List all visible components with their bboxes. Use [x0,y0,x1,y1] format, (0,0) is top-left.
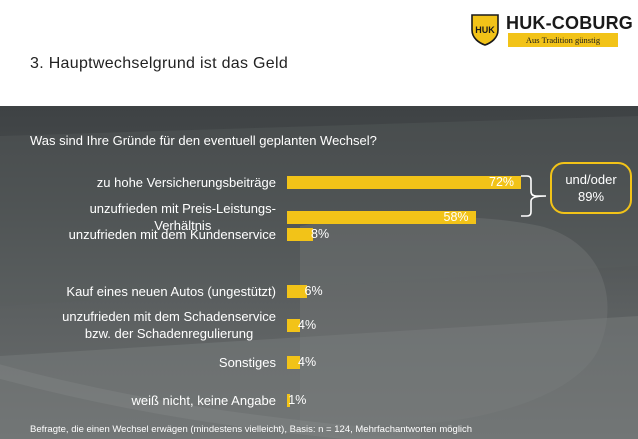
category-label-line: unzufrieden mit dem Kundenservice [68,226,276,242]
category-label: zu hohe Versicherungsbeiträge [97,174,276,191]
category-label-line: Sonstiges [218,354,276,370]
category-label: Kauf eines neuen Autos (ungestützt) [66,283,276,300]
brand-tagline: Aus Tradition günstig [508,33,618,47]
category-label: unzufrieden mit dem Schadenservice bzw. d… [62,308,276,342]
slide-header: 3. Hauptwechselgrund ist das Geld HUK HU… [0,0,638,106]
group-bracket [521,175,547,217]
brand-logo: HUK HUK-COBURG Aus Tradition günstig [470,10,633,50]
category-label-line: unzufrieden mit dem Schadenservice [62,309,276,324]
category-label: unzufrieden mit dem Kundenservice [69,226,276,243]
shield-logo-icon: HUK [471,14,499,46]
category-label: Sonstiges [219,354,276,371]
category-label-line: bzw. der Schadenregulierung [84,326,254,341]
category-label-line: Kauf eines neuen Autos (ungestützt) [66,283,276,299]
annotation-line-1: und/oder [565,172,617,187]
bar [287,210,476,224]
bar [287,175,521,189]
footnote: Befragte, die einen Wechsel erwägen (min… [30,424,473,435]
brand-name: HUK-COBURG [506,13,633,33]
car-mirror-background [0,116,638,439]
data-label: 72% [489,174,515,189]
data-label: 8% [311,226,330,241]
data-label: 6% [304,283,323,298]
data-label: 1% [288,392,307,407]
bar [287,318,300,332]
category-label: unzufrieden mit Preis-Leistungs- Verhältn… [90,200,276,234]
bar [287,227,313,241]
slide-title: 3. Hauptwechselgrund ist das Geld [30,55,289,72]
data-label: 58% [443,209,469,224]
data-label: 4% [298,317,317,332]
category-label-line: unzufrieden mit Preis-Leistungs- [89,201,276,216]
category-label-line: weiß nicht, keine Angabe [131,392,276,408]
combined-annotation: und/oder 89% [550,162,632,214]
bar [287,284,307,298]
data-label: 4% [298,354,317,369]
bar [287,355,300,369]
survey-question: Was sind Ihre Gründe für den eventuell g… [30,133,377,148]
chart-panel: Was sind Ihre Gründe für den eventuell g… [0,106,638,439]
category-label: weiß nicht, keine Angabe [131,392,276,409]
annotation-line-2: 89% [577,189,605,204]
category-label-line: Verhältnis [154,218,212,233]
category-label-line: zu hohe Versicherungsbeiträge [96,174,276,190]
bar [287,393,291,407]
shield-logo-text: HUK [475,25,495,35]
